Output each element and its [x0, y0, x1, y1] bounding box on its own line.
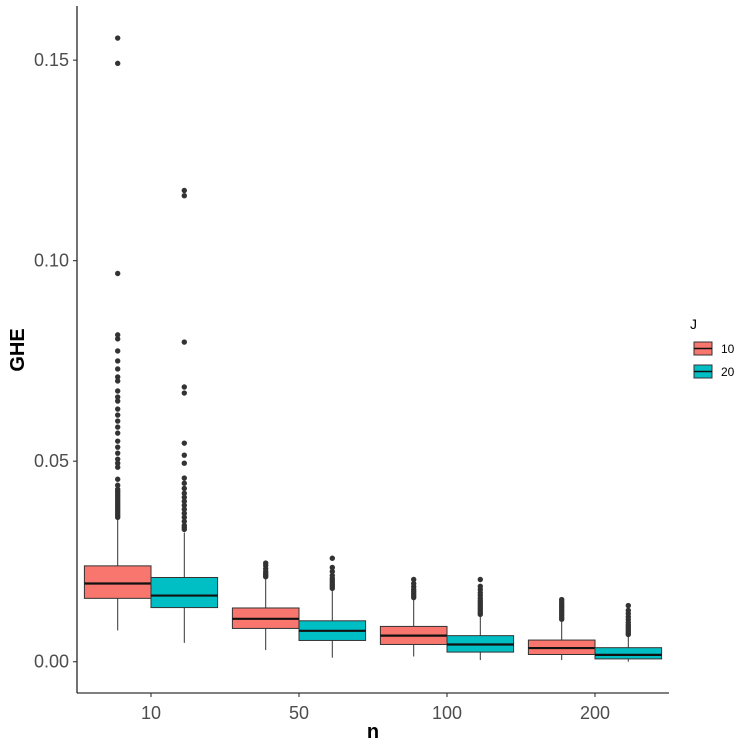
outlier-point [181, 187, 187, 194]
outlier-point [115, 60, 121, 67]
box-J20-n10 [150, 187, 219, 643]
outlier-point [115, 464, 121, 470]
box-J10-n10 [83, 35, 152, 631]
outlier-point [329, 568, 335, 575]
outlier-point [181, 475, 187, 481]
outlier-point [181, 510, 187, 517]
outlier-point [181, 506, 187, 513]
outlier-point [181, 522, 187, 529]
box-J20-n200 [594, 602, 663, 662]
legend: J 10 20 [690, 316, 735, 379]
outlier-point [411, 580, 417, 587]
outlier-point [115, 482, 121, 488]
x-axis: 10 50 100 200 [77, 692, 669, 723]
x-tick-label: 100 [432, 703, 462, 723]
y-axis: 0.00 0.05 0.10 0.15 [34, 6, 78, 693]
outlier-point [181, 384, 187, 390]
outlier-point [625, 607, 631, 614]
outlier-point [115, 412, 121, 418]
outlier-point [115, 348, 121, 354]
outlier-point [115, 476, 121, 482]
legend-item-10: 10 [693, 341, 735, 356]
box-iqr [83, 565, 152, 599]
outlier-point [115, 450, 121, 456]
outlier-point [181, 460, 187, 466]
outlier-point [115, 394, 121, 400]
outlier-point [115, 430, 121, 436]
outlier-point [115, 336, 121, 342]
x-tick-label: 50 [289, 703, 309, 723]
outlier-point [181, 452, 187, 458]
series-20 [150, 187, 663, 662]
outlier-point [329, 555, 335, 561]
outlier-point [477, 583, 483, 590]
outlier-point [329, 572, 335, 579]
outlier-point [115, 456, 121, 462]
box-iqr [150, 576, 219, 609]
box-J10-n200 [527, 596, 596, 661]
y-axis-title: GHE [7, 328, 29, 371]
outlier-point [115, 388, 121, 394]
outlier-point [263, 560, 269, 566]
x-axis-title: n [367, 721, 379, 743]
outlier-point [181, 192, 187, 199]
outlier-point [477, 576, 483, 583]
legend-title: J [690, 316, 697, 332]
box-J20-n50 [298, 555, 367, 658]
outlier-point [115, 438, 121, 444]
box-J10-n50 [231, 560, 300, 651]
outlier-point [115, 418, 121, 424]
legend-item-20: 20 [693, 364, 735, 379]
outlier-point [115, 358, 121, 364]
box-iqr [594, 647, 663, 660]
outlier-point [115, 270, 121, 277]
outlier-point [181, 514, 187, 521]
outlier-point [115, 486, 121, 492]
x-tick-label: 10 [141, 703, 161, 723]
outlier-point [115, 366, 121, 372]
outlier-point [329, 564, 335, 571]
outlier-point [181, 494, 187, 500]
x-tick-label: 200 [580, 703, 610, 723]
outlier-point [411, 576, 417, 583]
y-tick-label: 0.15 [34, 50, 69, 70]
outlier-point [181, 390, 187, 396]
legend-label: 10 [721, 342, 735, 356]
outlier-point [115, 406, 121, 412]
outlier-point [181, 502, 187, 509]
outlier-point [181, 440, 187, 446]
outlier-point [181, 498, 187, 504]
outlier-point [115, 35, 121, 41]
legend-label: 20 [721, 365, 735, 379]
outlier-point [181, 339, 187, 345]
outlier-point [181, 518, 187, 525]
outlier-point [115, 378, 121, 384]
box-J10-n100 [379, 576, 448, 657]
box-J20-n100 [446, 576, 515, 661]
outlier-point [115, 374, 121, 380]
outlier-point [115, 332, 121, 338]
y-tick-label: 0.10 [34, 251, 69, 271]
outlier-point [625, 602, 631, 609]
outlier-point [559, 596, 565, 603]
outlier-point [181, 480, 187, 486]
series-10 [83, 35, 596, 661]
y-tick-label: 0.00 [34, 652, 69, 672]
plot-area [83, 35, 663, 662]
outlier-point [115, 424, 121, 430]
outlier-point [181, 490, 187, 496]
outlier-point [115, 444, 121, 450]
outlier-point [115, 460, 121, 466]
outlier-point [115, 398, 121, 404]
y-tick-label: 0.05 [34, 451, 69, 471]
outlier-point [181, 485, 187, 492]
